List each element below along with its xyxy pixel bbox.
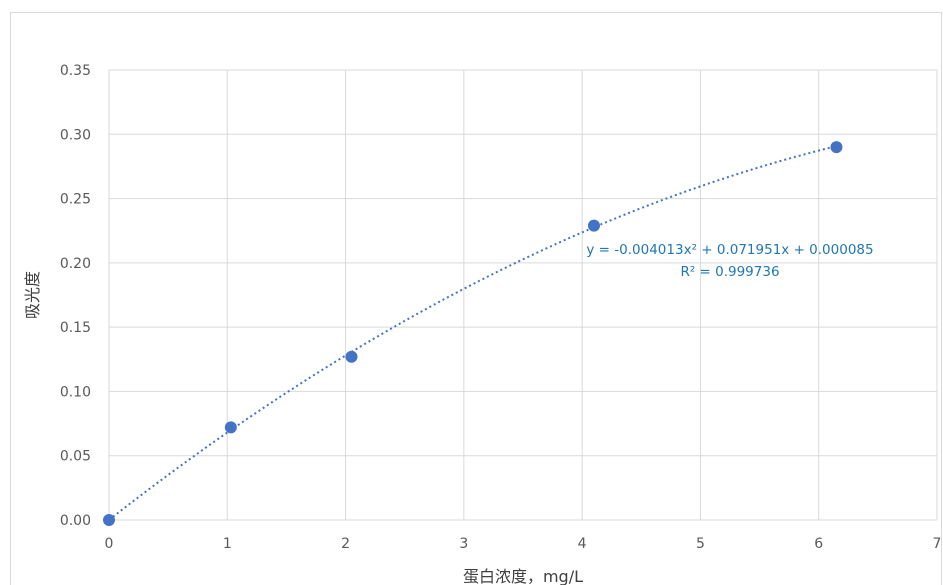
data-point — [103, 514, 115, 526]
y-tick-label: 0.30 — [60, 127, 91, 143]
data-point — [345, 350, 358, 363]
data-point — [830, 141, 843, 154]
x-tick-label: 2 — [341, 536, 350, 552]
data-point — [224, 421, 237, 434]
grid-lines — [108, 69, 938, 521]
chart-frame — [10, 12, 942, 585]
y-tick-label: 0.15 — [60, 320, 91, 336]
x-tick-label: 3 — [459, 536, 468, 552]
x-tick-label: 6 — [814, 536, 823, 552]
data-point — [587, 219, 600, 232]
trendline-r-squared: R² = 0.999736 — [680, 264, 779, 280]
y-tick-label: 0.05 — [60, 449, 91, 465]
y-axis-title: 吸光度 — [23, 271, 42, 319]
data-points — [103, 141, 843, 526]
y-tick-label: 0.20 — [60, 256, 91, 272]
y-tick-label: 0.25 — [60, 192, 91, 208]
x-tick-label: 4 — [578, 536, 587, 552]
trendline-equation: y = -0.004013x² + 0.071951x + 0.000085 — [586, 242, 873, 258]
tick-labels: 0.00 0.05 0.10 0.15 0.20 0.25 0.30 0.35 0 1 2 3 4 5 6 7 — [60, 63, 942, 552]
x-tick-label: 5 — [696, 536, 705, 552]
x-tick-label: 1 — [223, 536, 232, 552]
y-tick-label: 0.10 — [60, 384, 91, 400]
y-tick-label: 0.00 — [60, 513, 91, 529]
x-axis-title: 蛋白浓度，mg/L — [463, 567, 583, 585]
x-tick-label: 7 — [933, 536, 942, 552]
y-tick-label: 0.35 — [60, 63, 91, 79]
x-tick-label: 0 — [105, 536, 114, 552]
